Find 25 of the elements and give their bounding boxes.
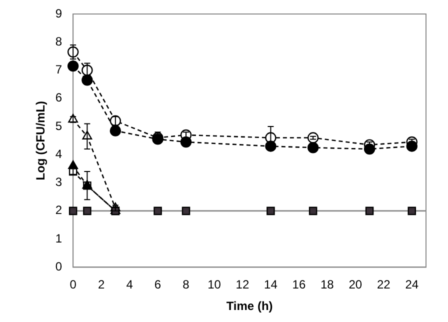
x-tick-label: 0 <box>70 278 77 292</box>
x-tick-label: 8 <box>182 278 190 292</box>
x-tick-label: 12 <box>236 278 250 292</box>
y-axis-title: Log (CFU/mL) <box>34 100 48 180</box>
x-tick-label: 10 <box>208 278 222 292</box>
x-tick-label: 22 <box>376 278 391 292</box>
x-tick-label: 18 <box>320 278 334 292</box>
x-tick-label: 24 <box>405 278 419 292</box>
y-tick-label: 0 <box>55 260 62 274</box>
x-tick-label: 14 <box>264 278 278 292</box>
y-tick-label: 8 <box>55 34 62 48</box>
x-axis-title: Time (h) <box>226 299 273 314</box>
x-tick-label: 4 <box>126 278 134 292</box>
y-tick-label: 4 <box>55 146 62 161</box>
x-tick-label: 20 <box>348 278 362 292</box>
y-tick-label: 3 <box>55 175 62 190</box>
y-tick-label: 7 <box>55 62 62 77</box>
y-tick-label: 6 <box>55 90 62 105</box>
y-tick-label: 2 <box>55 203 62 218</box>
y-tick-label: 5 <box>55 118 62 133</box>
x-tick-label: 2 <box>98 278 105 292</box>
y-tick-label: 1 <box>55 231 62 246</box>
x-tick-label: 16 <box>292 278 306 292</box>
x-tick-label: 6 <box>154 278 162 292</box>
y-tick-label: 9 <box>55 6 62 20</box>
